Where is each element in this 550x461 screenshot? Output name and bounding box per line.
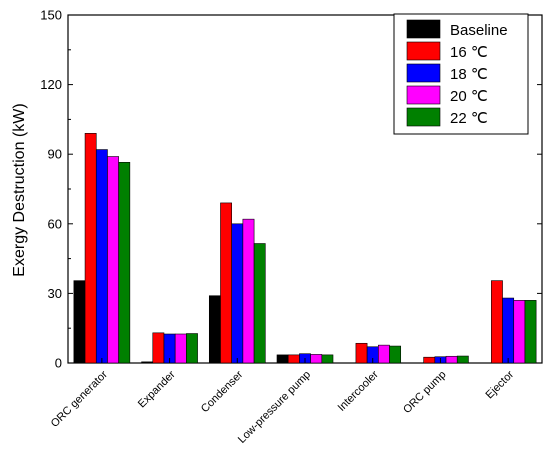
bar: [502, 297, 515, 364]
x-tick-label: Expander: [136, 368, 178, 410]
bar: [524, 300, 537, 364]
x-tick-label: ORC pump: [401, 369, 448, 416]
legend-label: 18 ℃: [450, 66, 488, 83]
bar: [141, 361, 154, 364]
bar: [310, 354, 323, 364]
bar: [118, 162, 131, 364]
legend-swatch: [406, 85, 441, 105]
y-tick-label: 150: [40, 8, 62, 23]
bar: [491, 280, 503, 364]
x-tick-label: Low-pressure pump: [236, 369, 313, 446]
bar: [152, 332, 165, 364]
bar: [445, 355, 458, 364]
bar: [95, 149, 108, 364]
bar: [186, 333, 198, 364]
x-tick-label: Ejector: [484, 368, 517, 401]
bar: [355, 342, 368, 364]
bar: [389, 345, 402, 364]
bar: [231, 223, 244, 364]
x-tick-label: Condenser: [199, 368, 246, 415]
legend-label: 20 ℃: [450, 88, 488, 105]
y-tick-label: 120: [40, 77, 62, 92]
y-tick-label: 30: [48, 286, 62, 301]
y-axis: 0 30 60 90 120 150: [40, 8, 542, 371]
legend-swatch: [406, 107, 441, 127]
x-tick-label: Intercooler: [336, 368, 381, 413]
legend-swatch: [406, 63, 441, 83]
y-axis-title: Exergy Destruction (kW): [11, 103, 28, 276]
bar: [423, 356, 436, 364]
y-tick-label: 0: [55, 356, 62, 371]
bar: [287, 354, 300, 364]
bar: [107, 156, 119, 364]
bar: [174, 333, 187, 364]
bar: [208, 295, 221, 364]
legend-label: Baseline: [450, 22, 508, 39]
bar: [321, 354, 334, 364]
bar: [378, 344, 390, 364]
y-tick-label: 60: [48, 216, 62, 231]
legend-swatch: [406, 41, 441, 61]
bar: [242, 218, 255, 364]
bar: [276, 354, 289, 364]
bar: [253, 243, 266, 364]
legend-swatch: [406, 19, 441, 39]
legend-label: 16 ℃: [450, 44, 488, 61]
bar: [513, 300, 526, 364]
bar: [456, 355, 469, 364]
y-tick-label: 90: [48, 147, 62, 162]
bar: [84, 133, 97, 364]
legend-label: 22 ℃: [450, 110, 488, 127]
bars: [73, 133, 537, 364]
bar: [73, 280, 86, 364]
x-tick-label: ORC generator: [49, 368, 110, 429]
x-axis: ORC generator Expander CondenserLow-pressu…: [49, 358, 517, 446]
bar: [220, 202, 232, 364]
legend: Baseline 16 ℃ 18 ℃ 20 ℃ 22 ℃: [393, 13, 529, 135]
